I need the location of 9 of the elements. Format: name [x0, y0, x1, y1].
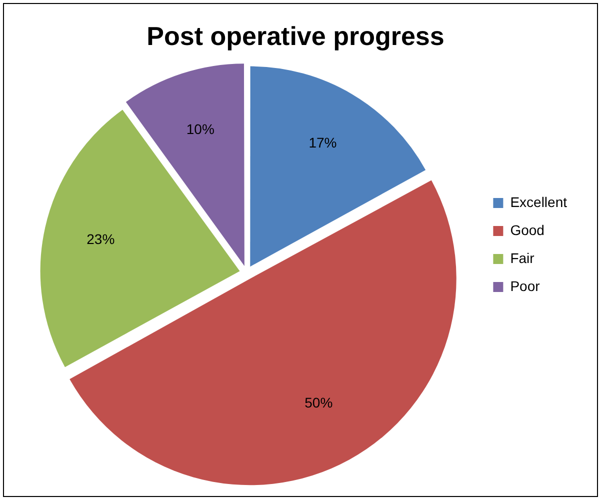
legend-label: Excellent [510, 194, 568, 210]
legend-label: Good [510, 222, 544, 238]
chart-title: Post operative progress [146, 20, 444, 51]
data-label: 17% [308, 134, 337, 151]
legend-label: Fair [510, 250, 535, 266]
data-label: 23% [86, 230, 115, 247]
legend-label: Poor [510, 278, 540, 294]
data-label: 10% [186, 121, 214, 138]
data-label: 50% [304, 394, 333, 411]
